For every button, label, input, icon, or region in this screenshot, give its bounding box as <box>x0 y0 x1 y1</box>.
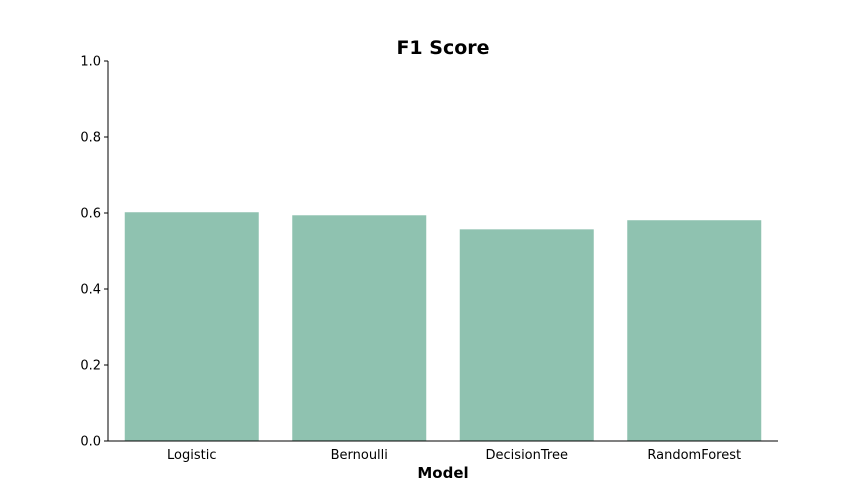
bar-randomforest <box>627 220 762 441</box>
chart-title: F1 Score <box>396 37 489 59</box>
y-tick-label: 1.0 <box>80 55 101 70</box>
x-axis: Logistic Bernoulli DecisionTree RandomFores… <box>108 440 778 463</box>
x-tick-label: DecisionTree <box>486 448 568 463</box>
x-tick-label: RandomForest <box>647 448 741 463</box>
bar-decisiontree <box>459 229 594 441</box>
y-tick-label: 0.8 <box>80 131 101 146</box>
bars-group <box>124 212 762 441</box>
y-axis: 0.0 0.2 0.4 0.6 0.8 1.0 <box>80 55 109 450</box>
y-tick-label: 0.6 <box>80 207 101 222</box>
y-tick-label: 0.0 <box>80 435 101 450</box>
bar-bernoulli <box>292 215 427 441</box>
bar-logistic <box>124 212 259 441</box>
y-tick-label: 0.4 <box>80 283 101 298</box>
x-tick-label: Bernoulli <box>331 448 388 463</box>
x-axis-label: Model <box>417 464 468 482</box>
x-tick-label: Logistic <box>167 448 216 463</box>
y-tick-label: 0.2 <box>80 359 101 374</box>
